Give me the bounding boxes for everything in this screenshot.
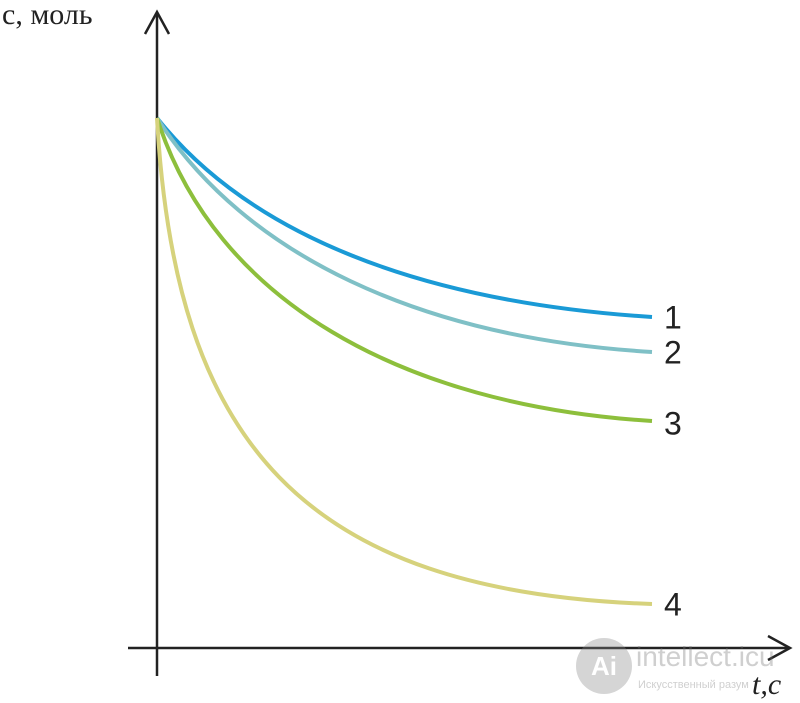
- curve-label: 3: [664, 405, 682, 441]
- watermark-title: intellect.icu: [636, 641, 775, 672]
- x-axis-label: t,c: [752, 668, 781, 701]
- curve-label: 2: [664, 334, 682, 370]
- curve-1: [155, 116, 653, 319]
- x-arrow: [767, 634, 793, 662]
- watermark-logo: [576, 638, 632, 694]
- curve-label: 1: [664, 299, 682, 335]
- curve-label: 4: [664, 586, 682, 622]
- y-arrow: [143, 9, 171, 35]
- watermark-logo-letter: Ai: [591, 651, 617, 681]
- curve-2: [155, 116, 653, 354]
- watermark-subtitle: Искусственный разум: [638, 679, 749, 691]
- watermark: Ai intellect.icu Искусственный разум: [576, 638, 775, 694]
- curve-3: [155, 117, 653, 423]
- curve-4: [155, 117, 653, 606]
- y-axis-label: c, моль: [2, 0, 93, 31]
